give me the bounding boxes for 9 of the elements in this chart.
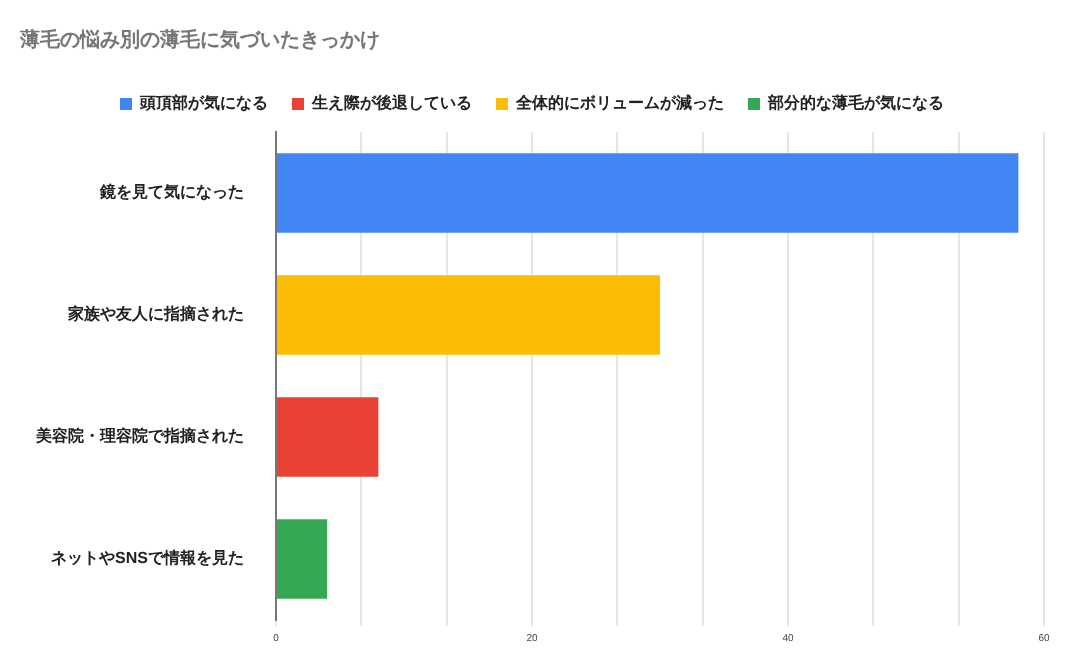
y-tick-label: 家族や友人に指摘された [66, 303, 244, 324]
y-tick-label: ネットやSNSで情報を見た [51, 549, 244, 568]
legend-label: 部分的な薄毛が気になる [766, 94, 944, 113]
y-tick-label: 鏡を見て気になった [98, 183, 244, 202]
legend-label: 生え際が後退している [310, 94, 472, 113]
y-tick-label: 美容院・理容院で指摘された [34, 425, 244, 446]
legend-label: 頭頂部が気になる [138, 94, 268, 113]
chart-title: 薄毛の悩み別の薄毛に気づいたきっかけ [18, 27, 380, 52]
legend-label: 全体的にボリュームが減った [514, 94, 724, 113]
